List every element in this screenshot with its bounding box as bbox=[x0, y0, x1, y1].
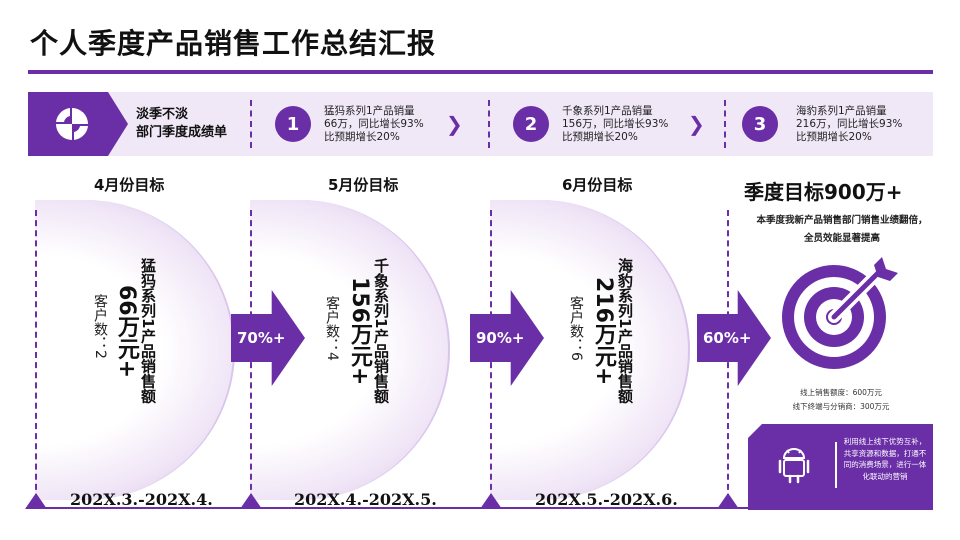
step-3-line: 比预期增长20% bbox=[796, 131, 872, 143]
step-1-line: 猛犸系列1产品销量 bbox=[324, 105, 415, 117]
step-2-line: 156万，同比增长93% bbox=[562, 118, 669, 130]
step-2-line: 千象系列1产品销量 bbox=[562, 105, 653, 117]
step-1-line: 比预期增长20% bbox=[324, 131, 400, 143]
month-heading-june: 6月份目标 bbox=[562, 176, 633, 194]
step-1-line: 66万，同比增长93% bbox=[324, 118, 424, 130]
target-icon bbox=[782, 257, 898, 369]
strip-separator bbox=[250, 100, 252, 148]
strip-heading: 淡季不淡 部门季度成绩单 bbox=[136, 106, 227, 142]
online-sales: 线上销售额度：600万元 bbox=[800, 388, 882, 397]
growth-arrow-label-3: 60%+ bbox=[703, 329, 752, 347]
strip-logo-box bbox=[28, 92, 128, 156]
promo-corner bbox=[748, 424, 762, 438]
quarter-goal-description: 本季度我新产品销售部门销售业绩翻倍，全员效能显著提高 bbox=[756, 215, 928, 244]
step-2-line: 比预期增长20% bbox=[562, 131, 638, 143]
step-number-3: 3 bbox=[742, 106, 778, 142]
strip-separator bbox=[724, 100, 726, 148]
chevron-right-icon: ❯ bbox=[688, 112, 705, 136]
period-date-3: 202X.5.-202X.6. bbox=[535, 490, 678, 509]
growth-arrow-label-1: 70%+ bbox=[237, 329, 286, 347]
june-series: 海豹系列1产品销售额 bbox=[616, 258, 634, 404]
month-heading-april: 4月份目标 bbox=[94, 176, 165, 194]
strip-separator bbox=[488, 100, 490, 148]
promo-separator bbox=[835, 442, 837, 488]
june-customers: 客户数：6 bbox=[568, 296, 584, 361]
month-heading-may: 5月份目标 bbox=[328, 176, 399, 194]
timeline-marker bbox=[25, 493, 47, 509]
april-amount: 66万元+ bbox=[114, 285, 139, 379]
april-series: 猛犸系列1产品销售额 bbox=[139, 258, 157, 404]
may-series: 千象系列1产品销售额 bbox=[372, 258, 390, 404]
step-text-3: 海豹系列1产品销量 216万，同比增长93% 比预期增长20% bbox=[796, 105, 902, 144]
android-icon bbox=[778, 448, 810, 484]
timeline-marker bbox=[717, 493, 739, 509]
quarter-logo-icon bbox=[56, 108, 88, 140]
may-customers: 客户数：4 bbox=[324, 296, 340, 361]
offline-sales: 线下终端与分销商：300万元 bbox=[792, 402, 890, 411]
period-date-1: 202X.3.-202X.4. bbox=[70, 490, 213, 509]
summary-strip: 淡季不淡 部门季度成绩单 1 猛犸系列1产品销量 66万，同比增长93% 比预期… bbox=[28, 92, 933, 156]
june-amount: 216万元+ bbox=[591, 277, 616, 386]
timeline-divider bbox=[35, 210, 37, 500]
may-amount: 156万元+ bbox=[347, 277, 372, 386]
april-customers: 客户数：2 bbox=[92, 294, 108, 359]
timeline-marker bbox=[480, 493, 502, 509]
chevron-right-icon: ❯ bbox=[446, 112, 463, 136]
step-3-line: 216万，同比增长93% bbox=[796, 118, 903, 130]
title-divider bbox=[28, 70, 933, 74]
strip-heading-line2: 部门季度成绩单 bbox=[136, 125, 228, 140]
promo-text: 利用线上线下优势互补，共享资源和数据，打通不同的消费场景，进行一体化联动的营销 bbox=[843, 437, 927, 481]
page-title: 个人季度产品销售工作总结汇报 bbox=[30, 27, 437, 60]
step-text-1: 猛犸系列1产品销量 66万，同比增长93% 比预期增长20% bbox=[324, 105, 424, 144]
growth-arrow-label-2: 90%+ bbox=[476, 329, 525, 347]
step-number-1: 1 bbox=[275, 106, 311, 142]
period-date-2: 202X.4.-202X.5. bbox=[294, 490, 437, 509]
quarter-goal-title: 季度目标900万+ bbox=[744, 180, 903, 204]
step-3-line: 海豹系列1产品销量 bbox=[796, 105, 887, 117]
sales-breakdown: 线上销售额度：600万元 线下终端与分销商：300万元 bbox=[766, 386, 916, 414]
timeline-marker bbox=[240, 493, 262, 509]
strip-heading-line1: 淡季不淡 bbox=[136, 107, 189, 122]
step-text-2: 千象系列1产品销量 156万，同比增长93% 比预期增长20% bbox=[562, 105, 668, 144]
step-number-2: 2 bbox=[513, 106, 549, 142]
